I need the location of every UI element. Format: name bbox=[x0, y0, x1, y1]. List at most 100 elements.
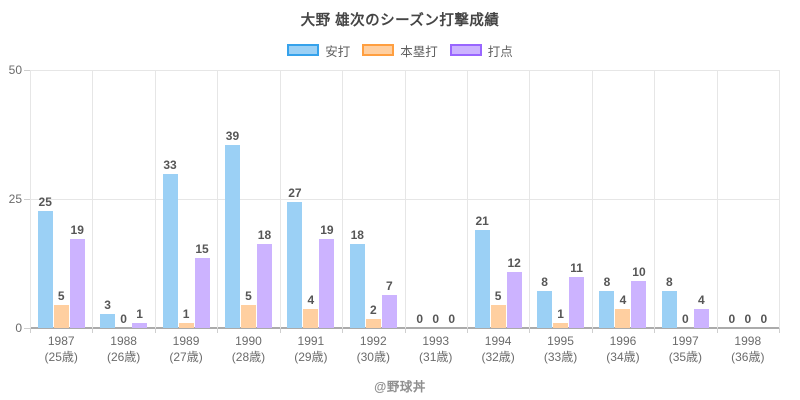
bar-label-rbi-1987: 19 bbox=[70, 223, 84, 238]
x-gridline bbox=[279, 70, 281, 328]
bar-label-hits-1990: 39 bbox=[225, 129, 240, 144]
bar-home-runs-1991 bbox=[303, 309, 319, 328]
x-gridline bbox=[154, 70, 156, 328]
bar-label-hits-1994: 21 bbox=[475, 213, 489, 228]
bar-hits-1987 bbox=[37, 211, 53, 328]
x-axis-label-age: (28歳) bbox=[231, 350, 266, 364]
x-axis-label-year: 1991 bbox=[297, 334, 325, 348]
x-axis-tick bbox=[92, 328, 94, 333]
bar-label-home-runs-1995: 1 bbox=[557, 307, 564, 322]
x-axis-label-year: 1998 bbox=[734, 334, 762, 348]
bar-hits-1996 bbox=[599, 290, 615, 328]
x-axis-label-year: 1989 bbox=[172, 334, 200, 348]
bar-label-home-runs-1993: 0 bbox=[432, 312, 440, 326]
x-axis-label-age: (29歳) bbox=[294, 350, 328, 364]
bar-rbi-1989 bbox=[194, 257, 210, 328]
legend-item-hits[interactable]: 安打 bbox=[287, 41, 350, 60]
bar-rbi-1991 bbox=[319, 239, 335, 328]
x-axis-tick bbox=[279, 328, 281, 333]
x-axis-label-age: (30歳) bbox=[356, 350, 390, 364]
bar-home-runs-1995 bbox=[553, 323, 569, 328]
x-axis-tick bbox=[30, 328, 31, 333]
bar-label-hits-1998: 0 bbox=[728, 312, 736, 326]
bar-label-rbi-1993: 0 bbox=[448, 312, 456, 326]
bar-label-hits-1992: 18 bbox=[350, 227, 364, 242]
bar-label-rbi-1989: 15 bbox=[195, 241, 209, 256]
x-axis-label-age: (33歳) bbox=[543, 350, 578, 364]
x-axis-label-age: (25歳) bbox=[44, 350, 78, 364]
legend-item-rbi[interactable]: 打点 bbox=[449, 41, 513, 60]
x-gridline bbox=[404, 70, 406, 328]
bar-home-runs-1994 bbox=[490, 304, 506, 328]
bar-home-runs-1996 bbox=[615, 309, 631, 328]
bar-label-hits-1988: 3 bbox=[104, 297, 111, 312]
bar-label-rbi-1996: 10 bbox=[632, 265, 646, 280]
x-gridline bbox=[654, 70, 656, 328]
bar-home-runs-1987 bbox=[53, 304, 69, 328]
x-axis-label-age: (32歳) bbox=[481, 350, 515, 364]
x-axis-label-age: (35歳) bbox=[668, 350, 703, 364]
x-axis-label-year: 1995 bbox=[547, 334, 574, 348]
x-axis-tick bbox=[404, 328, 406, 333]
legend-label-home-runs: 本塁打 bbox=[400, 44, 438, 59]
legend-swatch-rbi bbox=[449, 44, 482, 56]
bar-hits-1992 bbox=[349, 243, 365, 328]
bar-rbi-1996 bbox=[631, 281, 647, 328]
y-axis-label: 0 bbox=[15, 321, 22, 335]
bar-rbi-1992 bbox=[381, 295, 397, 328]
bar-label-hits-1995: 8 bbox=[541, 274, 548, 289]
bar-label-home-runs-1990: 5 bbox=[245, 288, 252, 303]
x-axis-tick bbox=[779, 328, 780, 333]
bar-label-hits-1997: 8 bbox=[666, 274, 673, 289]
bar-label-hits-1991: 27 bbox=[288, 185, 302, 200]
bar-label-hits-1993: 0 bbox=[416, 312, 424, 326]
bar-rbi-1997 bbox=[693, 309, 709, 328]
bar-label-home-runs-1988: 0 bbox=[120, 312, 127, 326]
y-axis-tick bbox=[24, 70, 30, 71]
legend-label-rbi: 打点 bbox=[487, 44, 513, 59]
x-gridline bbox=[30, 70, 31, 328]
x-axis-label-year: 1990 bbox=[235, 334, 262, 348]
y-axis-label: 25 bbox=[8, 192, 22, 206]
bar-rbi-1995 bbox=[569, 276, 585, 328]
x-axis-label-age: (26歳) bbox=[106, 350, 141, 364]
bar-rbi-1987 bbox=[69, 239, 85, 328]
bar-rbi-1990 bbox=[256, 243, 272, 328]
x-axis-label-age: (31歳) bbox=[419, 350, 453, 364]
bar-label-home-runs-1992: 2 bbox=[369, 302, 377, 317]
x-axis-label-year: 1987 bbox=[47, 334, 75, 348]
x-gridline bbox=[716, 70, 718, 328]
legend-label-hits: 安打 bbox=[325, 44, 351, 59]
x-gridline bbox=[466, 70, 468, 328]
legend: 安打 本塁打 打点 bbox=[0, 41, 800, 59]
bar-label-rbi-1997: 4 bbox=[698, 293, 705, 308]
bar-label-home-runs-1991: 4 bbox=[307, 293, 315, 308]
y-axis-tick bbox=[24, 199, 30, 200]
bar-label-home-runs-1987: 5 bbox=[57, 288, 65, 303]
x-axis-tick bbox=[466, 328, 468, 333]
x-axis-label-year: 1994 bbox=[484, 334, 512, 348]
bar-hits-1997 bbox=[661, 290, 677, 328]
legend-swatch-hits bbox=[287, 44, 320, 56]
bar-label-rbi-1991: 19 bbox=[320, 223, 334, 238]
x-axis-tick bbox=[342, 328, 344, 333]
bar-home-runs-1992 bbox=[365, 318, 381, 328]
legend-swatch-home-runs bbox=[362, 44, 395, 56]
legend-item-home-runs[interactable]: 本塁打 bbox=[362, 41, 438, 60]
bar-hits-1988 bbox=[100, 313, 116, 328]
bar-label-hits-1987: 25 bbox=[38, 195, 52, 209]
x-gridline bbox=[342, 70, 344, 328]
bar-hits-1989 bbox=[162, 173, 178, 328]
bar-hits-1990 bbox=[224, 145, 240, 328]
chart-title: 大野 雄次のシーズン打撃成績 bbox=[300, 13, 500, 29]
x-axis-tick bbox=[154, 328, 156, 333]
x-axis-label-year: 1988 bbox=[110, 334, 137, 348]
x-gridline bbox=[591, 70, 593, 328]
x-axis-label-year: 1997 bbox=[672, 334, 699, 348]
bar-label-rbi-1992: 7 bbox=[385, 279, 393, 294]
x-axis-label-year: 1992 bbox=[359, 334, 387, 348]
y-axis-tick bbox=[24, 328, 30, 329]
x-gridline bbox=[779, 70, 780, 328]
x-gridline bbox=[217, 70, 219, 328]
